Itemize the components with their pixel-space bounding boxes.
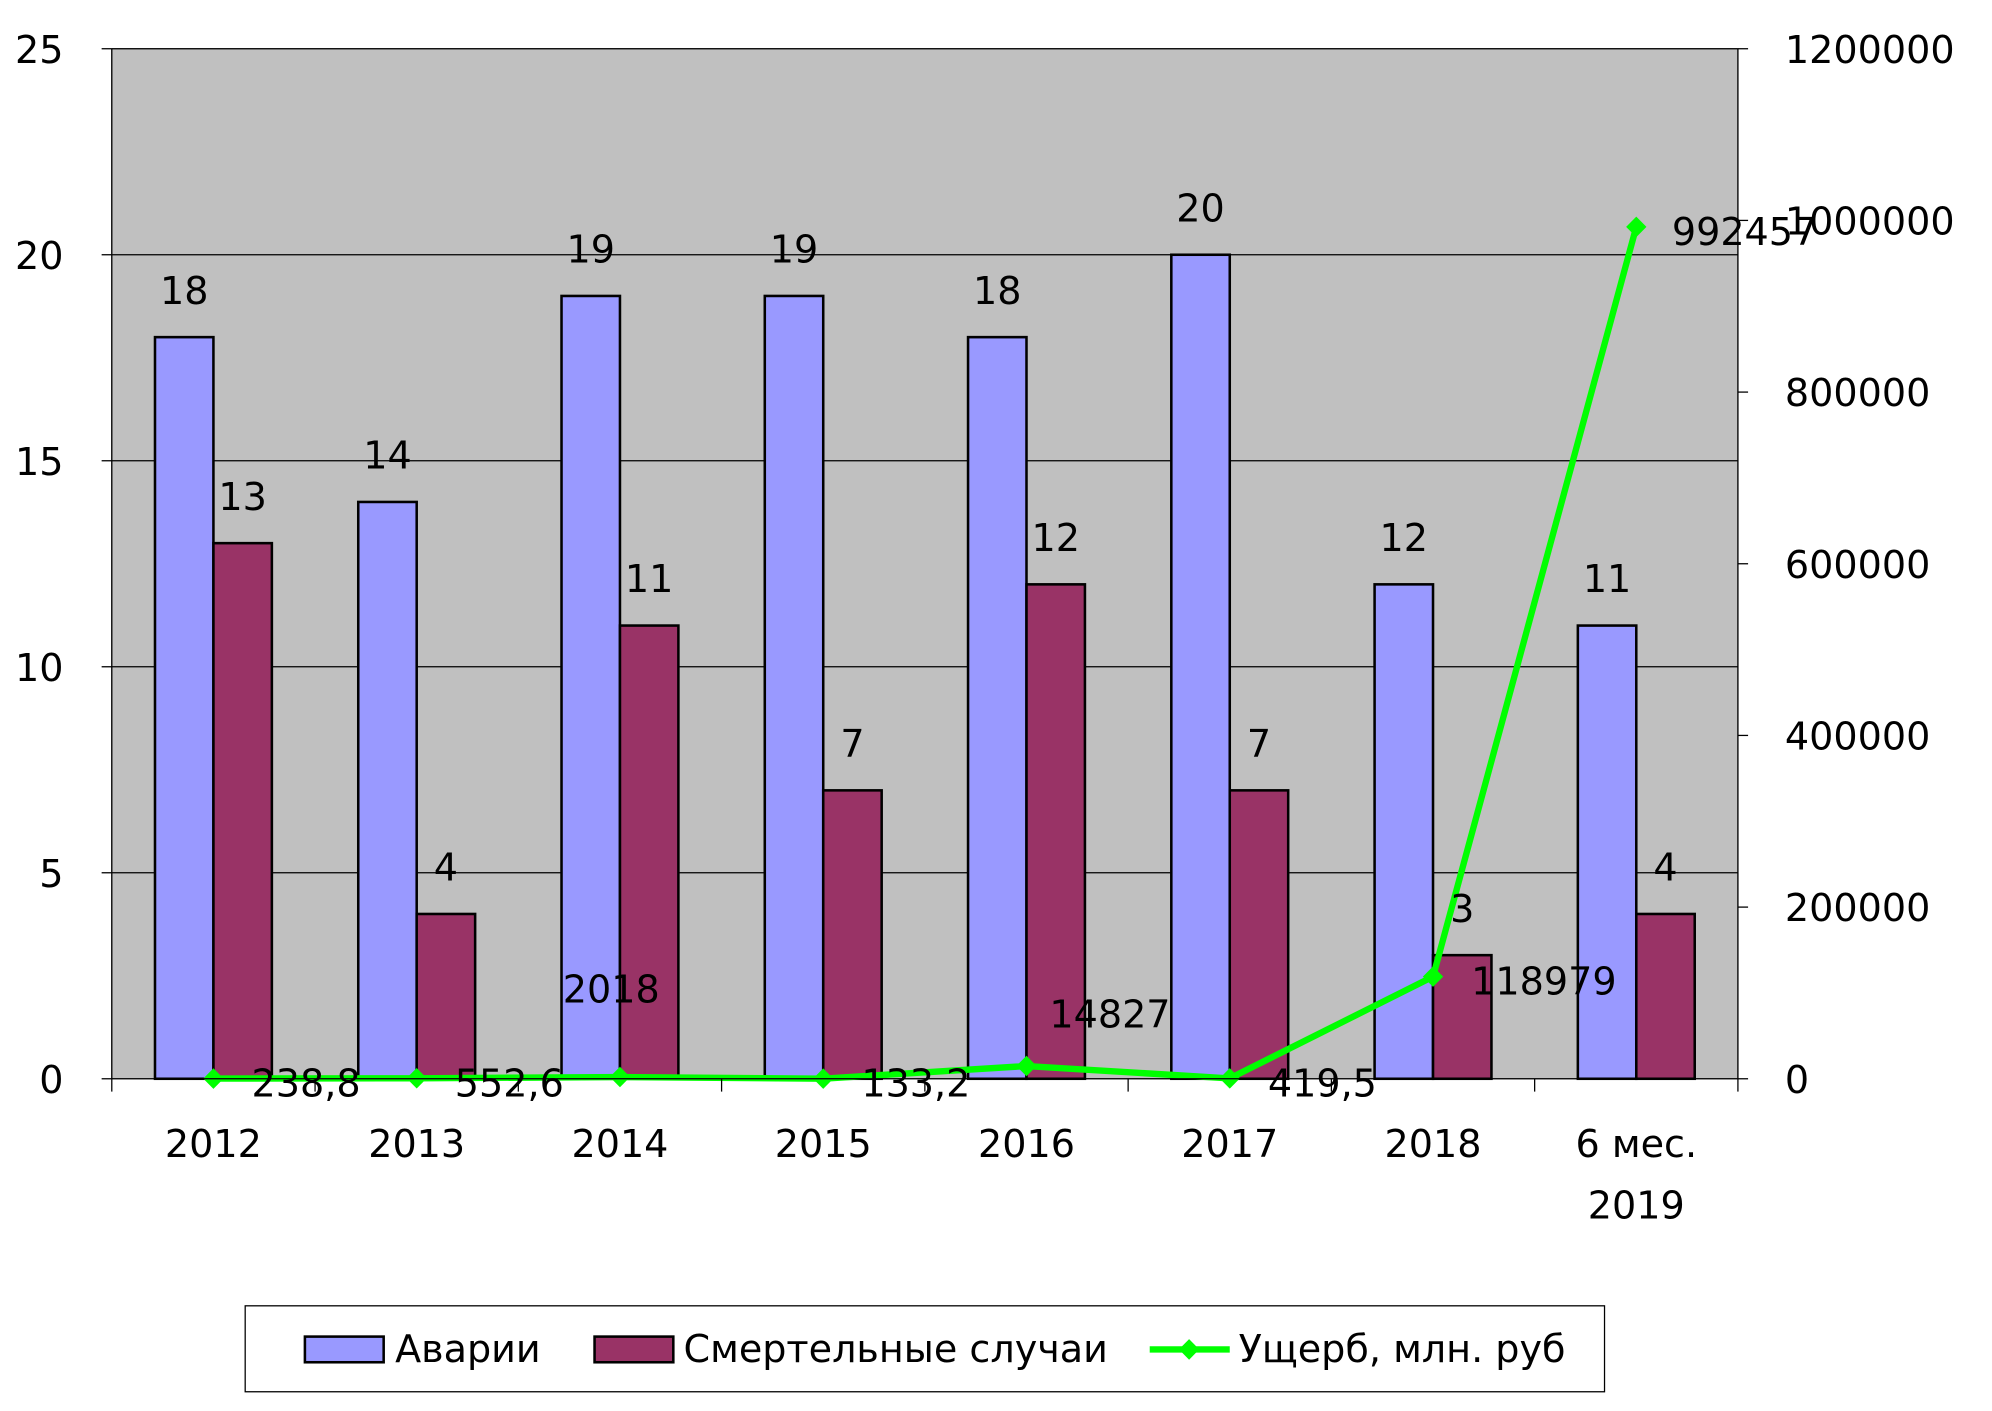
- x-tick-label: 2014: [571, 1122, 668, 1167]
- damage-data-label: 133,2: [861, 1061, 970, 1106]
- damage-data-label: 14827: [1049, 992, 1170, 1037]
- x-tick-label: 2018: [1385, 1122, 1482, 1167]
- right-tick-label: 400000: [1785, 714, 1930, 759]
- left-tick-label: 20: [15, 234, 63, 279]
- legend-box: [244, 1305, 1606, 1393]
- left-tick-label: 15: [15, 440, 63, 485]
- right-tick-label: 600000: [1785, 543, 1930, 588]
- x-tick-label: 6 мес.: [1575, 1122, 1697, 1167]
- legend: Аварии Смертельные случаи Ущерб, млн. ру…: [244, 1305, 1606, 1393]
- damage-marker: [609, 1066, 631, 1088]
- right-tick-label: 800000: [1785, 371, 1930, 416]
- bar-data-label: 4: [1653, 845, 1677, 890]
- right-tick-label: 1000000: [1785, 199, 1955, 244]
- bar-data-label: 3: [1450, 887, 1474, 932]
- bar-deaths: [212, 541, 274, 1081]
- bar-data-label: 12: [1380, 516, 1428, 561]
- legend-swatch-avarii: [303, 1335, 385, 1364]
- damage-marker: [1422, 966, 1444, 987]
- legend-label-deaths: Смертельные случаи: [683, 1327, 1107, 1372]
- x-tick-label: 2017: [1181, 1122, 1278, 1167]
- legend-swatch-deaths: [593, 1335, 675, 1364]
- bar-deaths: [1635, 912, 1696, 1081]
- damage-data-label: 419,5: [1268, 1061, 1377, 1106]
- damage-line: [213, 226, 1640, 1082]
- bar-deaths: [821, 789, 883, 1081]
- bar-data-label: 7: [840, 722, 864, 767]
- bar-avarii: [966, 335, 1028, 1081]
- bar-data-label: 7: [1247, 722, 1271, 767]
- damage-data-label: 992457: [1672, 210, 1817, 255]
- left-tick-label: 5: [39, 852, 63, 897]
- x-tick-label: 2016: [978, 1122, 1075, 1167]
- right-tick-label: 0: [1785, 1058, 1809, 1103]
- bar-avarii: [560, 294, 622, 1081]
- bar-avarii: [356, 500, 418, 1081]
- bar-avarii: [1373, 583, 1435, 1081]
- damage-data-label: 552,6: [455, 1061, 564, 1106]
- x-tick-label: 2012: [165, 1122, 262, 1167]
- bar-deaths: [415, 912, 477, 1081]
- left-tick-label: 0: [39, 1058, 63, 1103]
- damage-marker: [1626, 216, 1647, 238]
- damage-data-label: 2018: [563, 967, 660, 1012]
- legend-label-avarii: Аварии: [395, 1327, 541, 1372]
- bar-data-label: 18: [973, 269, 1021, 314]
- damage-data-label: 118979: [1471, 959, 1616, 1004]
- x-tick-label: 2015: [775, 1122, 872, 1167]
- bar-avarii: [1170, 253, 1232, 1081]
- bar-avarii: [1576, 624, 1638, 1081]
- bar-avarii: [153, 335, 215, 1081]
- bar-deaths: [1228, 789, 1290, 1081]
- bar-deaths: [1431, 953, 1493, 1081]
- plot-area: [111, 48, 1739, 1080]
- right-tick-label: 200000: [1785, 886, 1930, 931]
- x-tick-label: 2013: [368, 1122, 465, 1167]
- bar-data-label: 11: [625, 557, 673, 602]
- bar-data-label: 19: [566, 227, 614, 272]
- left-tick-label: 10: [15, 646, 63, 691]
- bar-data-label: 20: [1176, 186, 1224, 231]
- bar-data-label: 18: [160, 269, 208, 314]
- x-tick-label: 2019: [1588, 1183, 1685, 1228]
- damage-data-label: 238,8: [252, 1061, 361, 1106]
- bar-data-label: 19: [770, 227, 818, 272]
- legend-label-damage: Ущерб, млн. руб: [1239, 1327, 1566, 1372]
- bar-data-label: 13: [218, 475, 266, 520]
- bar-data-label: 12: [1031, 516, 1079, 561]
- bar-avarii: [763, 294, 825, 1081]
- left-tick-label: 25: [15, 28, 63, 73]
- right-tick-label: 1200000: [1785, 28, 1955, 73]
- bar-data-label: 14: [363, 433, 411, 478]
- bar-data-label: 11: [1583, 557, 1631, 602]
- bar-data-label: 4: [434, 845, 458, 890]
- bar-deaths: [1025, 583, 1087, 1081]
